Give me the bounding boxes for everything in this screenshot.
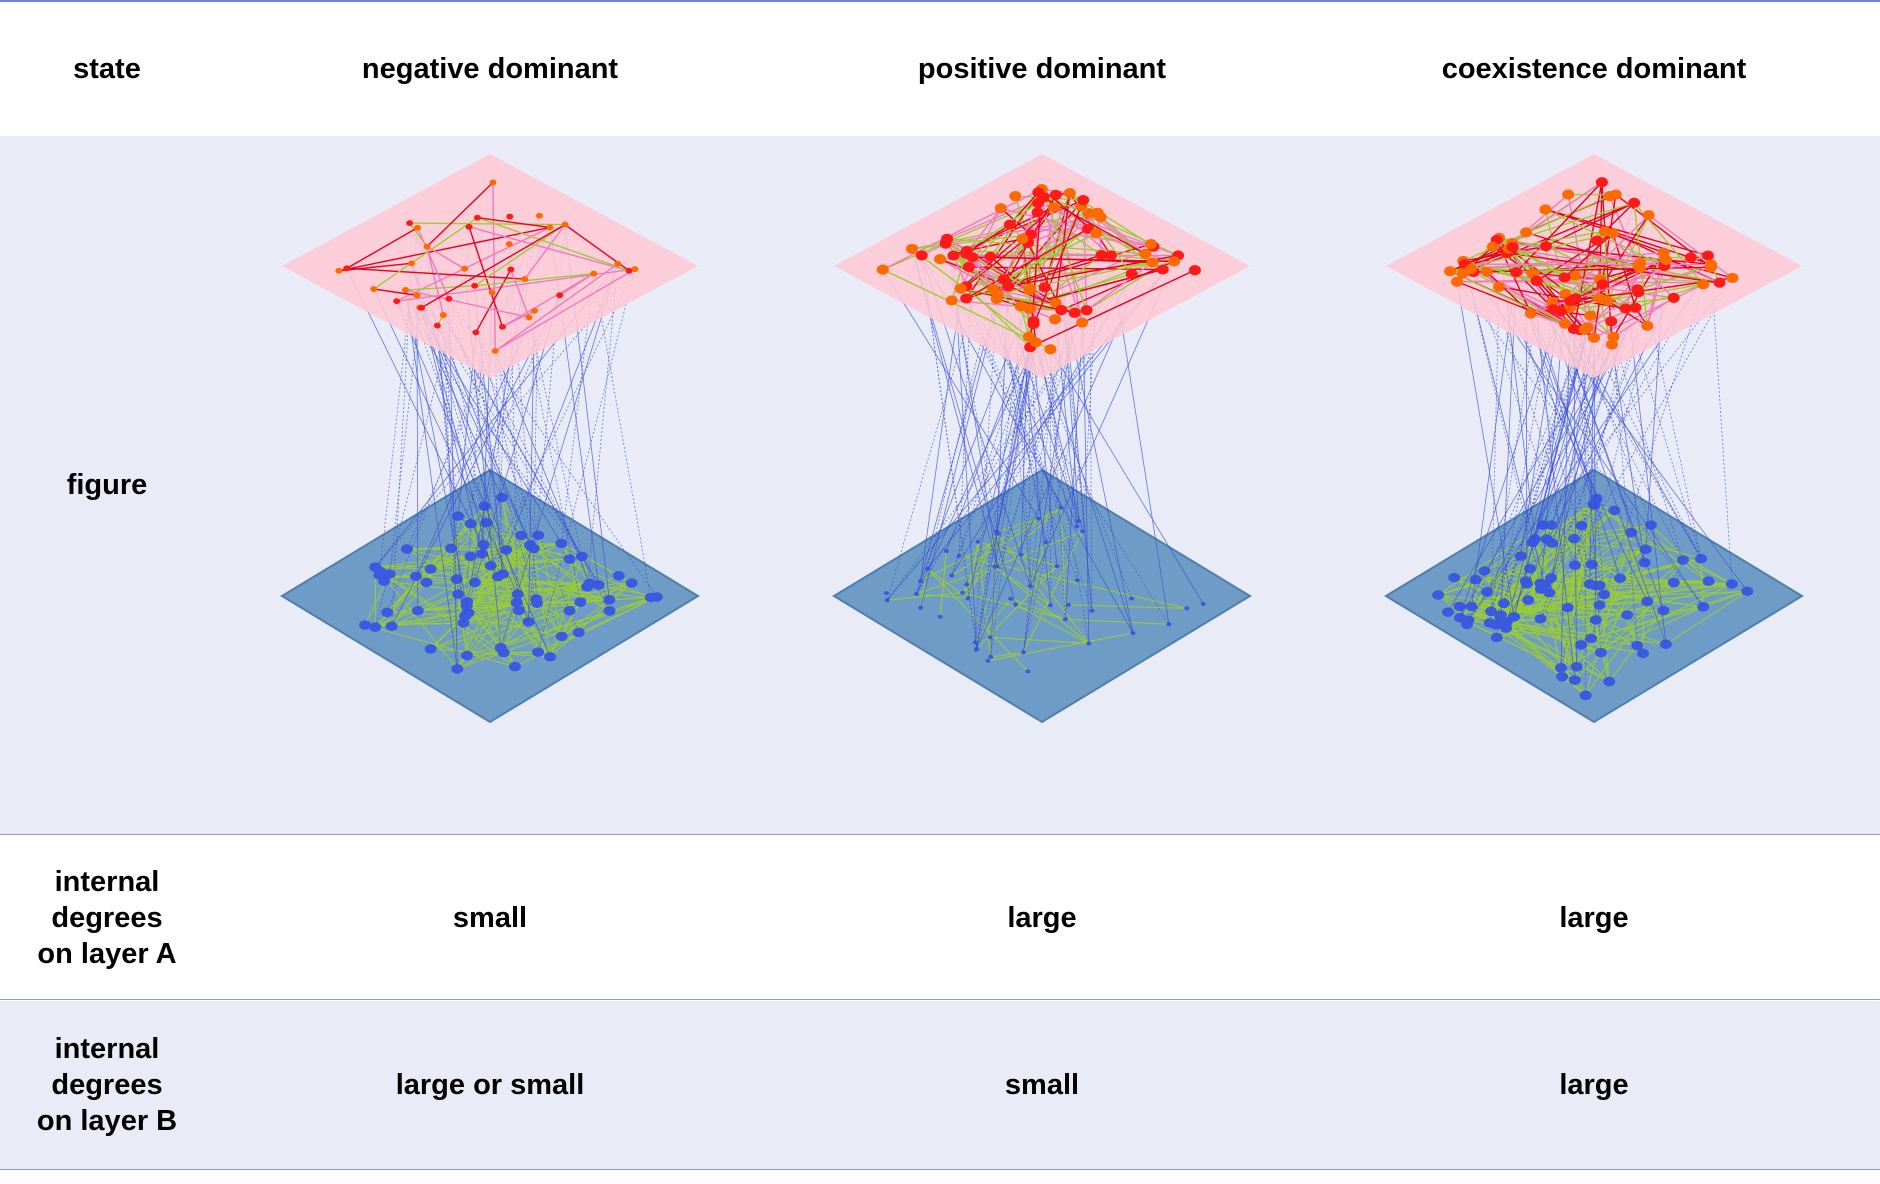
- layer-b-row: internal degrees on layer B large or sma…: [0, 1001, 1880, 1170]
- layer-a-nodes: [1444, 177, 1739, 350]
- column-header-positive: positive dominant: [917, 53, 1167, 85]
- layer-a-plane: [834, 154, 1250, 378]
- layer-b-plane: [832, 468, 1252, 724]
- figure-cell-coexistence: [1318, 136, 1870, 834]
- layer-a-nodes: [335, 179, 639, 354]
- layer-b-row-label: internal degrees on layer B: [36, 1033, 178, 1137]
- layer-b-value-coexistence: large: [1559, 1069, 1629, 1101]
- multiplex-network-positive: [832, 154, 1252, 724]
- figure-cell-negative: [214, 136, 766, 834]
- layer-a-row-label: internal degrees on layer A: [37, 865, 177, 970]
- state-header: state: [73, 53, 141, 85]
- layer-a-value-negative: small: [452, 901, 528, 934]
- multiplex-network-negative: [280, 154, 700, 724]
- column-header-negative: negative dominant: [361, 53, 619, 85]
- layer-b-nodes: [1432, 493, 1754, 701]
- figure-row: figure: [0, 136, 1880, 835]
- layer-a-nodes: [876, 184, 1201, 355]
- layer-b-plane: [280, 468, 700, 724]
- layer-b-value-positive: small: [1004, 1069, 1080, 1101]
- layer-b-value-negative: large or small: [395, 1069, 585, 1101]
- layer-a-plane: [282, 154, 698, 378]
- multiplex-network-coexistence: [1384, 154, 1804, 724]
- figure-row-label: figure: [66, 469, 148, 501]
- figure-cell-positive: [766, 136, 1318, 834]
- layer-a-row: internal degrees on layer A small large …: [0, 836, 1880, 1000]
- layer-a-value-coexistence: large: [1559, 901, 1629, 934]
- column-header-coexistence: coexistence dominant: [1441, 53, 1747, 85]
- layer-a-value-positive: large: [1007, 901, 1077, 934]
- layer-a-edges: [338, 181, 636, 352]
- header-row: state negative dominant positive dominan…: [0, 0, 1880, 138]
